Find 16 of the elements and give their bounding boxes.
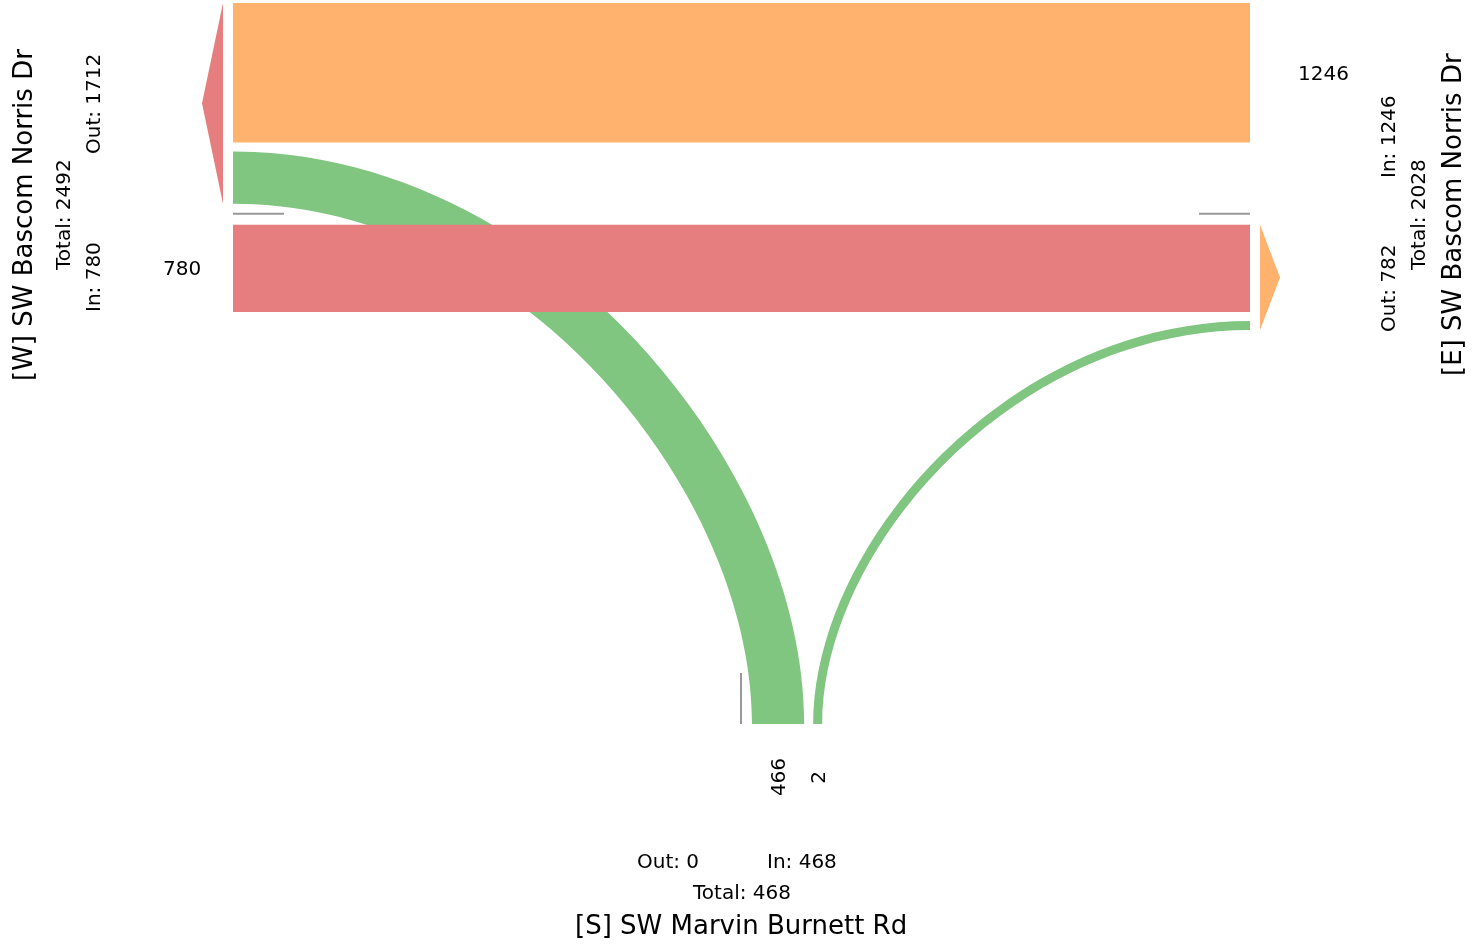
data-label: 780 <box>163 256 202 280</box>
text: Total: 2492 <box>51 159 75 271</box>
category-label: [E] SW Bascom Norris Dr <box>1437 53 1467 376</box>
text: Total: 468 <box>692 880 791 904</box>
text: In: 780 <box>81 242 105 312</box>
text: Out: 782 <box>1376 244 1400 332</box>
data-label: 466 <box>766 757 791 797</box>
text: In: 1246 <box>1376 95 1400 178</box>
text: In: 468 <box>767 849 837 873</box>
data-label: 2 <box>805 770 830 784</box>
category-label: [W] SW Bascom Norris Dr <box>8 48 38 381</box>
category-label: [S] SW Marvin Burnett Rd <box>575 910 908 940</box>
text: Out: 1712 <box>81 53 105 154</box>
text: Out: 0 <box>637 849 700 873</box>
data-label: 1246 <box>1298 61 1349 85</box>
text: Total: 2028 <box>1406 159 1430 271</box>
